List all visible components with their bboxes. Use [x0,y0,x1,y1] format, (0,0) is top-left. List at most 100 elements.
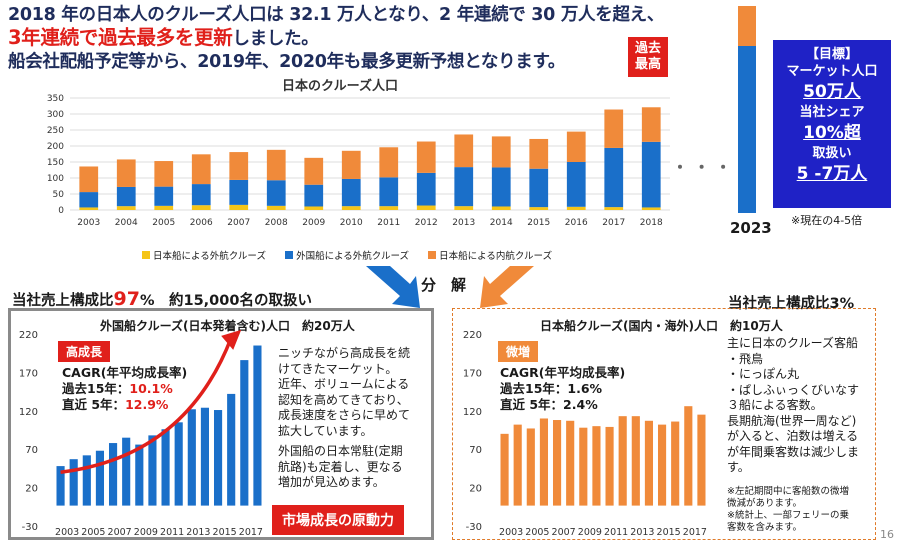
bar [579,427,588,506]
x-tick-label: 2013 [186,527,210,538]
bar [605,426,614,506]
y-tick-label: -30 [22,522,38,533]
x-tick-label: 2004 [115,218,138,228]
x-tick-label: 2003 [77,218,100,228]
record-badge: 過去 最高 [628,37,668,77]
y-tick-label: 170 [19,368,38,379]
bar [161,429,170,506]
headline-highlight: 3年連続で過去最多を更新 [8,26,233,49]
bar-segment [529,168,549,208]
bar-segment [491,136,511,168]
bar [174,422,183,506]
bar [95,450,105,506]
bar-segment [116,206,136,210]
y-tick-label: 70 [25,445,38,456]
bar-segment [266,180,286,206]
bar [671,421,680,506]
x-tick-label: 2013 [452,218,475,228]
bar-segment [304,184,324,207]
bar [187,409,196,506]
bar-segment [379,147,399,178]
target-share-label: 当社シェア [799,105,865,120]
bar-segment [604,147,624,208]
bar-segment [566,206,586,210]
x-tick-label: 2011 [160,527,184,538]
x-tick-label: 2015 [657,527,681,538]
x-tick-label: 2005 [152,218,175,228]
left-panel-title: 外国船クルーズ(日本発着含む)人口 約20万人 [100,317,355,334]
cagr-5-label: 直近 5年： [62,397,126,412]
cagr-15-label: 過去15年： [62,381,130,396]
left-header-rest: 約15,000名の取扱い [154,293,312,309]
bar [148,435,157,506]
bar-segment [229,179,249,205]
x-tick-label: 2007 [108,527,132,538]
y-tick-label: 150 [47,158,64,168]
y-tick-label: 350 [47,94,64,104]
bar-segment [154,186,174,206]
target-market-label: マーケット人口 [786,64,878,79]
target-handling-value: 5 -7万人 [796,164,868,184]
bar [200,407,210,506]
bar-segment [79,207,99,210]
legend-item: 日本船による外航クルーズ [142,248,266,262]
decompose-arrows [366,266,534,308]
slight-increase-badge: 微増 [498,341,539,362]
right-panel [452,308,876,540]
x-tick-label: 2003 [499,527,523,538]
bar [227,393,236,506]
bar [82,455,91,506]
left-bar-chart: -30 20 70 120 170 220 2003 2005 2007 2009 2011 2013… [19,329,263,538]
legend-swatch-yellow [142,251,150,259]
down-right-arrow-icon [480,266,534,308]
bar [135,444,144,506]
x-tick-label: 2015 [213,527,237,538]
y-tick-label: 0 [58,206,64,216]
x-tick-label: 2009 [302,218,325,228]
right-panel-text1: 主に日本のクルーズ客船 ・飛鳥 ・にっぽん丸 ・ぱしふぃっくびいなす ３船による… [727,336,860,474]
bar-segment [191,205,211,210]
bar [631,416,640,506]
bar-segment [154,161,174,187]
bar-segment [604,207,624,210]
bar-segment [116,186,136,207]
y-tick-label: -30 [466,522,482,533]
bar-segment [416,172,436,206]
high-growth-badge: 高成長 [58,341,111,362]
bar-segment [491,206,511,210]
x-tick-label: 2009 [578,527,602,538]
legend-label: 外国船による外航クルーズ [296,251,410,262]
legend-item: 日本船による内航クルーズ [428,248,552,262]
x-tick-label: 2006 [190,218,213,228]
y-tick-label: 120 [19,407,38,418]
page-number: 16 [880,528,894,541]
bar-segment [154,205,174,210]
bar-segment [304,206,324,210]
x-tick-label: 2007 [227,218,250,228]
legend-label: 日本船による内航クルーズ [439,251,553,262]
left-header-prefix: 当社売上構成比 [12,293,114,309]
right-panel-notes: ※左記期間中に客船数の微増 微減があります。 ※統計上、一部フェリーの乗 客数を… [727,486,849,533]
bar [684,406,693,506]
bar [697,414,706,506]
x-tick-label: 2018 [640,218,663,228]
right-cagr-title: CAGR(年平均成長率) [500,365,626,380]
y-tick-label: 50 [53,190,65,200]
x-tick-label: 2010 [340,218,363,228]
bar-segment [341,178,361,207]
x-tick-label: 2013 [630,527,654,538]
legend-label: 日本船による外航クルーズ [153,251,266,262]
x-tick-label: 2015 [527,218,550,228]
y-tick-label: 220 [463,330,482,341]
left-cagr-title: CAGR(年平均成長率) [62,365,188,380]
bar [526,428,535,506]
target-handling-label: 取扱い [812,146,852,161]
target-year: 2023 [730,219,772,237]
right-cagr-5: 直近 5年：2.4% [500,397,598,412]
left-header-pct: 97 [113,288,140,310]
bar-segment [491,167,511,207]
right-panel-title: 日本船クルーズ(国内・海外)人口 約10万人 [540,319,783,333]
bar-segment [641,107,661,142]
target-market-value: 50万人 [803,82,861,102]
bar-segment [454,206,474,210]
